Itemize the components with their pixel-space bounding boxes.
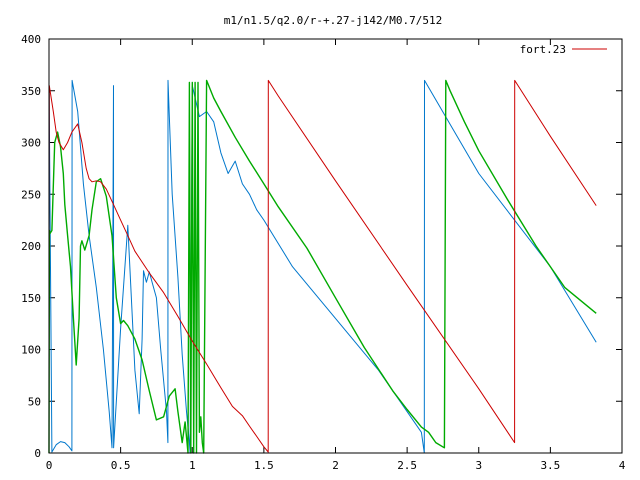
y-tick-label: 150: [21, 292, 41, 305]
series-line-fort23: [48, 79, 597, 453]
plot-frame: [48, 38, 623, 454]
axis-ticks: 0 0.5 1 1.5 2 2.5 3 3.5 4 0 50 100 150 200 250 300 350 40…: [21, 33, 626, 472]
x-tick-label: 2: [332, 459, 339, 472]
legend: fort.23: [520, 43, 607, 56]
x-tick-label: 3.5: [540, 459, 560, 472]
y-tick-label: 400: [21, 33, 41, 46]
chart-title: m1/n1.5/q2.0/r-+.27-j142/M0.7/512: [224, 14, 443, 27]
x-tick-label: 1.5: [254, 459, 274, 472]
series-layer: [48, 79, 597, 454]
y-tick-label: 100: [21, 344, 41, 357]
x-tick-label: 3: [475, 459, 482, 472]
series-line-2: [48, 79, 597, 454]
x-tick-label: 2.5: [397, 459, 417, 472]
y-tick-label: 250: [21, 188, 41, 201]
legend-label-fort23: fort.23: [520, 43, 566, 56]
y-tick-label: 0: [34, 447, 41, 460]
y-tick-label: 350: [21, 85, 41, 98]
x-tick-label: 0: [46, 459, 53, 472]
x-tick-label: 1: [189, 459, 196, 472]
series-line-3: [48, 79, 597, 454]
y-tick-label: 300: [21, 137, 41, 150]
x-tick-label: 4: [619, 459, 626, 472]
x-tick-label: 0.5: [111, 459, 131, 472]
y-tick-label: 50: [28, 395, 41, 408]
y-tick-label: 200: [21, 240, 41, 253]
